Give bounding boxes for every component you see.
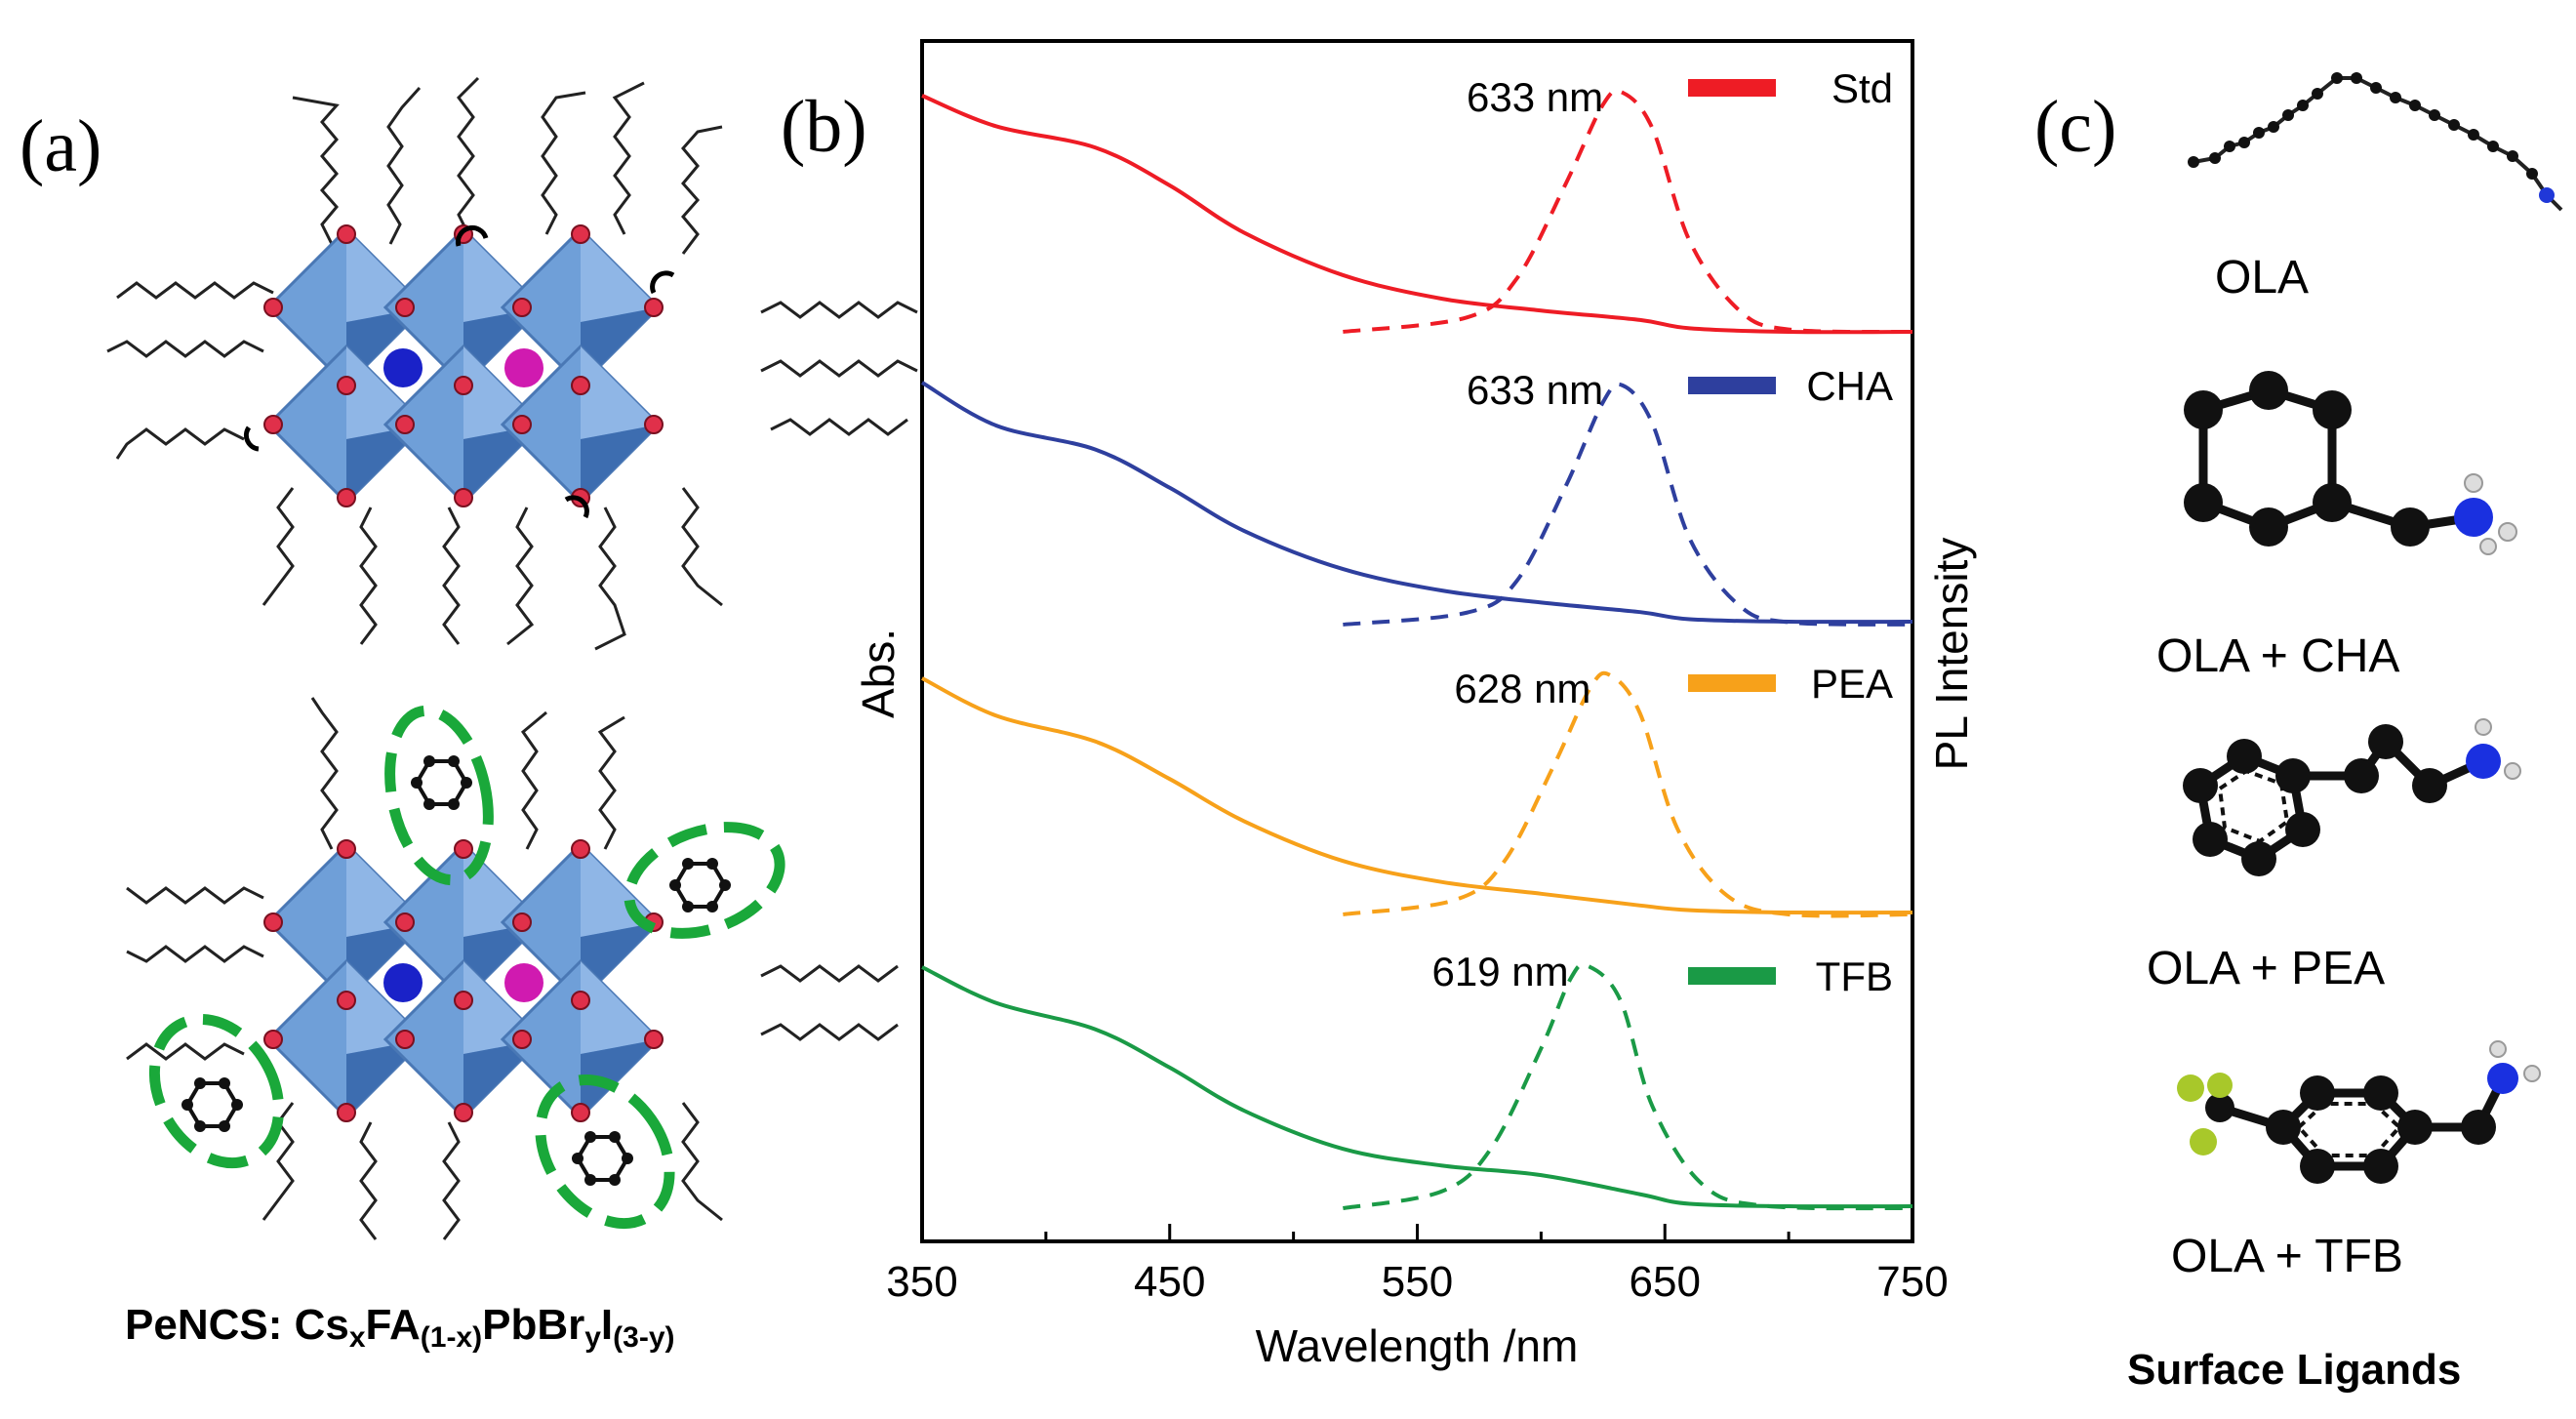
- absorbance-curve-cha: [920, 381, 1913, 625]
- x-axis-ticks: 350 450 550 650 750: [886, 1224, 1949, 1306]
- x-tick-label: 750: [1876, 1258, 1948, 1306]
- ligand-label-pea: OLA + PEA: [2147, 943, 2385, 994]
- pl-curve-std: [1343, 88, 1913, 335]
- perovskite-octahedra-2: [265, 841, 662, 1120]
- spectra-chart: 350 450 550 650 750 633 nm 633 nm 628 nm 619 nm…: [853, 39, 1977, 1371]
- surface-vacancy-marks: [243, 224, 675, 519]
- fa-cation-2: [504, 963, 543, 1002]
- legend-swatch-std: [1688, 79, 1776, 97]
- legend-swatch-tfb: [1688, 967, 1776, 985]
- absorbance-curve-pea: [921, 676, 1913, 915]
- nanocrystal-standard: [106, 76, 918, 651]
- x-tick-label: 450: [1134, 1258, 1205, 1306]
- pl-peak-label-std: 633 nm: [1467, 74, 1603, 120]
- plot-frame: [920, 39, 1914, 1243]
- surface-ligands-title: Surface Ligands: [2127, 1346, 2461, 1394]
- absorbance-curve-tfb: [921, 965, 1913, 1209]
- perovskite-octahedra: [265, 226, 662, 506]
- panel-a-label: (a): [20, 105, 101, 187]
- pl-peak-label-tfb: 619 nm: [1431, 949, 1568, 994]
- ligand-label-ola: OLA: [2215, 252, 2309, 304]
- ligand-chains-bottom-2: [126, 1042, 723, 1240]
- legend-label-std: Std: [1831, 65, 1893, 111]
- nanocrystal-formula-caption: PeNCS: CsxFA(1-x)PbBryI(3-y): [125, 1301, 675, 1354]
- y-axis-left-title: Abs.: [853, 628, 904, 718]
- aromatic-ligands: [148, 705, 785, 1229]
- legend-label-pea: PEA: [1811, 661, 1893, 707]
- cha-molecule: [2184, 371, 2517, 555]
- x-tick-label: 350: [886, 1258, 957, 1306]
- x-tick-label: 650: [1630, 1258, 1701, 1306]
- pea-molecule: [2183, 718, 2521, 876]
- cesium-cation-2: [383, 963, 423, 1002]
- pl-curve-pea: [1343, 670, 1913, 918]
- cesium-cation: [383, 348, 423, 387]
- panel-c-label: (c): [2034, 86, 2116, 168]
- ligand-label-cha: OLA + CHA: [2156, 630, 2399, 682]
- panel-b-label: (b): [781, 86, 867, 168]
- y-axis-right-title: PL Intensity: [1926, 538, 1977, 771]
- pl-peak-label-cha: 633 nm: [1467, 367, 1603, 413]
- absorbance-curve-std: [921, 94, 1913, 335]
- legend: Std CHA PEA TFB: [1688, 65, 1893, 999]
- tfb-molecule: [2177, 1040, 2541, 1184]
- pl-curve-tfb: [1343, 962, 1913, 1211]
- ligand-label-tfb: OLA + TFB: [2171, 1231, 2403, 1282]
- x-axis-title: Wavelength /nm: [1256, 1320, 1579, 1371]
- ola-molecule: [2188, 72, 2563, 212]
- ligand-chains-top: [106, 76, 918, 378]
- fa-cation: [504, 348, 543, 387]
- legend-label-tfb: TFB: [1816, 953, 1893, 999]
- halide-atoms-2: [263, 839, 664, 1122]
- legend-swatch-pea: [1688, 674, 1776, 692]
- nanocrystal-passivated: [126, 697, 899, 1240]
- ligand-chains-bottom: [115, 418, 908, 651]
- spectra-curves: 633 nm 633 nm 628 nm 619 nm: [920, 74, 1913, 1211]
- x-tick-label: 550: [1382, 1258, 1453, 1306]
- pl-peak-label-pea: 628 nm: [1454, 666, 1590, 711]
- pl-curve-cha: [1343, 382, 1913, 627]
- legend-swatch-cha: [1688, 377, 1776, 394]
- ligand-chains-top-2: [126, 697, 899, 1041]
- legend-label-cha: CHA: [1806, 363, 1893, 409]
